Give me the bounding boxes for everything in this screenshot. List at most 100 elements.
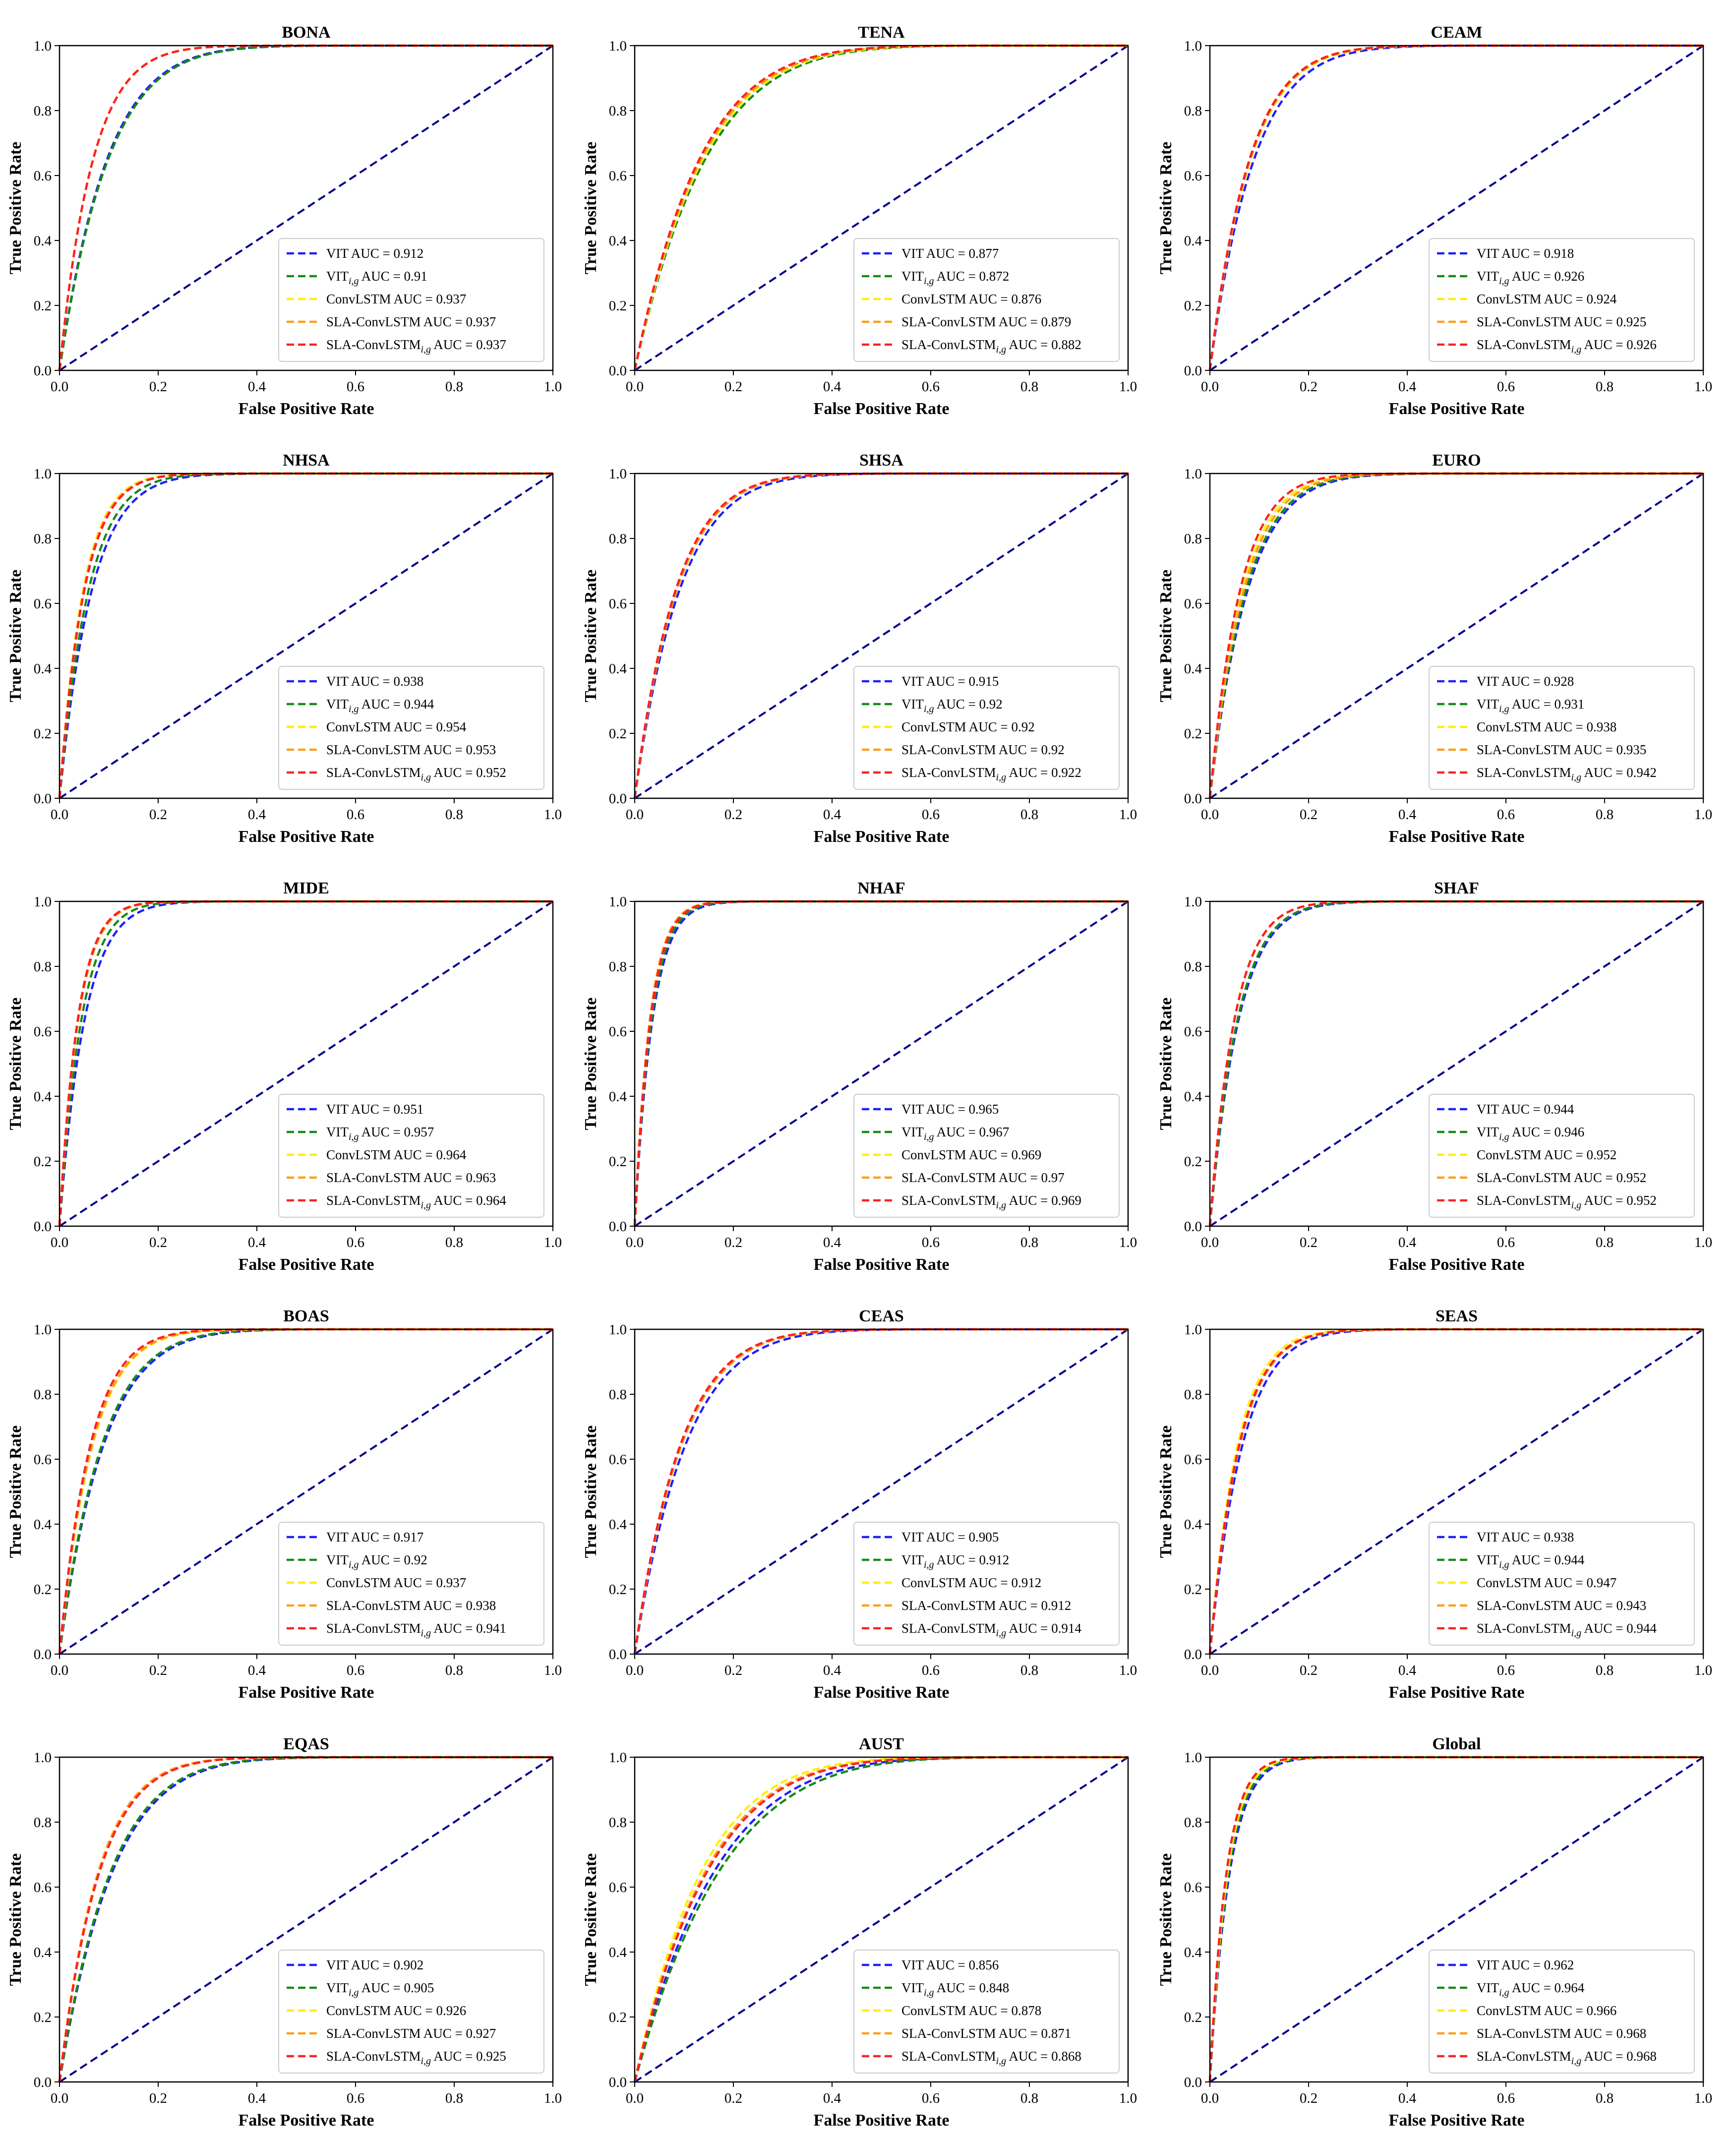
y-tick-label: 0.0 (609, 1219, 627, 1235)
roc-panel-eqas: EQAS 0.0 0.2 0.4 0.6 0.8 1.0 0.0 0.2 0.4 0.6 0.8 1.0… (6, 1735, 562, 2130)
x-tick-label: 0.2 (1300, 1662, 1317, 1678)
x-tick-label: 1.0 (1694, 2090, 1712, 2106)
legend: VIT AUC = 0.912 VITi,g AUC = 0.91 ConvLSTM… (278, 238, 544, 362)
plot-frame (59, 1756, 554, 2083)
y-tick-label: 0.2 (609, 2010, 627, 2025)
y-axis-label: True Positive Rate (1157, 998, 1175, 1130)
legend-label-sla: SLA-ConvLSTM AUC = 0.968 (1477, 2026, 1646, 2041)
legend-label-convlstm: ConvLSTM AUC = 0.969 (901, 1147, 1041, 1162)
legend-label-slaig: SLA-ConvLSTMi,g AUC = 0.952 (1477, 1193, 1657, 1211)
legend: VIT AUC = 0.962 VITi,g AUC = 0.964 ConvLST… (1429, 1950, 1695, 2074)
legend-label-slaig: SLA-ConvLSTMi,g AUC = 0.941 (326, 1621, 506, 1639)
x-axis-label: False Positive Rate (239, 828, 374, 846)
x-tick-label: 0.0 (51, 1662, 68, 1678)
legend-label-sla: SLA-ConvLSTM AUC = 0.953 (326, 742, 496, 757)
x-axis-label: False Positive Rate (1389, 828, 1525, 846)
legend-label-sla: SLA-ConvLSTM AUC = 0.925 (1477, 314, 1646, 329)
y-tick-label: 0.4 (1184, 661, 1202, 677)
y-tick-label: 0.6 (34, 1880, 52, 1896)
y-tick-label: 0.2 (609, 1154, 627, 1170)
y-tick-label: 0.8 (34, 103, 52, 119)
x-tick-label: 0.0 (626, 379, 644, 395)
legend-box (853, 1094, 1120, 1218)
x-tick-label: 1.0 (544, 807, 562, 823)
roc-panel-global: Global 0.0 0.2 0.4 0.6 0.8 1.0 0.0 0.2 0.4 0.6 0.8 1… (1157, 1735, 1712, 2130)
y-tick-label: 1.0 (1184, 38, 1202, 54)
x-tick-label: 0.2 (149, 807, 167, 823)
y-axis-label: True Positive Rate (6, 1853, 25, 1986)
x-tick-label: 0.2 (724, 2090, 742, 2106)
x-tick-label: 0.0 (626, 1662, 644, 1678)
x-tick-label: 0.0 (51, 379, 68, 395)
y-tick-label: 0.0 (1184, 2075, 1202, 2090)
x-axis-label: False Positive Rate (239, 2111, 374, 2130)
chart-title: SEAS (1436, 1307, 1478, 1325)
roc-panel-boas: BOAS 0.0 0.2 0.4 0.6 0.8 1.0 0.0 0.2 0.4 0.6 0.8 1.0… (6, 1307, 562, 1702)
x-tick-label: 0.8 (1020, 1235, 1038, 1250)
plot-frame (1209, 900, 1704, 1227)
roc-panel-seas: SEAS 0.0 0.2 0.4 0.6 0.8 1.0 0.0 0.2 0.4 0.6 0.8 1.0… (1157, 1307, 1712, 1702)
legend-label-vitig: VITi,g AUC = 0.92 (326, 1552, 427, 1570)
roc-panel-tena: TENA 0.0 0.2 0.4 0.6 0.8 1.0 0.0 0.2 0.4 0.6 0.8 1.0… (582, 23, 1137, 418)
x-tick-label: 0.8 (1596, 2090, 1614, 2106)
legend-label-sla: SLA-ConvLSTM AUC = 0.912 (901, 1598, 1071, 1613)
x-tick-label: 0.2 (724, 1235, 742, 1250)
legend-label-vit: VIT AUC = 0.905 (901, 1530, 999, 1544)
y-tick-label: 0.4 (609, 661, 627, 677)
roc-panel-ceam: CEAM 0.0 0.2 0.4 0.6 0.8 1.0 0.0 0.2 0.4 0.6 0.8 1.0… (1157, 23, 1712, 418)
x-tick-label: 0.4 (248, 1662, 266, 1678)
legend-label-vitig: VITi,g AUC = 0.872 (901, 269, 1009, 287)
y-tick-label: 0.6 (609, 1024, 627, 1040)
roc-curve-slaig (633, 44, 1128, 371)
legend-label-slaig: SLA-ConvLSTMi,g AUC = 0.952 (326, 765, 506, 783)
chart-title: EURO (1432, 451, 1481, 470)
x-axis-label: False Positive Rate (239, 400, 374, 418)
legend-label-vit: VIT AUC = 0.877 (901, 246, 999, 261)
y-tick-label: 0.8 (609, 959, 627, 975)
y-axis-label: True Positive Rate (1157, 142, 1175, 275)
legend-label-vit: VIT AUC = 0.938 (1477, 1530, 1574, 1544)
x-tick-label: 0.0 (51, 2090, 68, 2106)
y-tick-label: 1.0 (34, 1322, 52, 1338)
y-tick-label: 0.2 (609, 1582, 627, 1598)
legend-label-slaig: SLA-ConvLSTMi,g AUC = 0.968 (1477, 2049, 1657, 2067)
y-tick-label: 0.2 (609, 726, 627, 742)
y-tick-label: 1.0 (609, 1322, 627, 1338)
y-tick-label: 0.4 (34, 661, 52, 677)
legend: VIT AUC = 0.877 VITi,g AUC = 0.872 ConvLST… (853, 238, 1120, 362)
y-axis-label: True Positive Rate (1157, 1853, 1175, 1986)
x-tick-label: 0.6 (922, 1662, 940, 1678)
x-tick-label: 0.0 (626, 1235, 644, 1250)
x-tick-label: 1.0 (1119, 2090, 1137, 2106)
x-axis-label: False Positive Rate (814, 1255, 950, 1274)
chart-title: MIDE (283, 879, 329, 897)
chart-title: SHSA (859, 451, 903, 470)
y-tick-label: 0.8 (34, 1387, 52, 1403)
y-tick-label: 0.2 (34, 1154, 52, 1170)
y-tick-label: 0.0 (34, 791, 52, 807)
chart-title: CEAM (1431, 23, 1483, 42)
legend-label-vitig: VITi,g AUC = 0.91 (326, 269, 427, 287)
y-tick-label: 0.2 (1184, 1582, 1202, 1598)
plot-frame (1209, 473, 1704, 799)
x-tick-label: 0.0 (51, 807, 68, 823)
y-tick-label: 0.2 (1184, 2010, 1202, 2025)
legend-box (853, 1522, 1120, 1646)
roc-panel-shaf: SHAF 0.0 0.2 0.4 0.6 0.8 1.0 0.0 0.2 0.4 0.6 0.8 1.0… (1157, 879, 1712, 1274)
legend-label-vitig: VITi,g AUC = 0.957 (326, 1125, 434, 1142)
legend-label-convlstm: ConvLSTM AUC = 0.924 (1477, 292, 1617, 306)
legend-label-sla: SLA-ConvLSTM AUC = 0.963 (326, 1170, 496, 1185)
y-axis-label: True Positive Rate (6, 142, 25, 275)
y-tick-label: 0.0 (34, 1647, 52, 1662)
legend-label-slaig: SLA-ConvLSTMi,g AUC = 0.922 (901, 765, 1081, 783)
x-tick-label: 0.6 (1497, 807, 1515, 823)
legend-label-convlstm: ConvLSTM AUC = 0.952 (1477, 1147, 1616, 1162)
y-tick-label: 0.0 (609, 363, 627, 379)
legend-box (278, 238, 544, 362)
legend: VIT AUC = 0.938 VITi,g AUC = 0.944 ConvLST… (1429, 1522, 1695, 1646)
x-tick-label: 1.0 (1119, 1235, 1137, 1250)
x-tick-label: 1.0 (544, 2090, 562, 2106)
legend-label-convlstm: ConvLSTM AUC = 0.954 (326, 719, 467, 734)
chart-title: NHAF (857, 879, 905, 897)
